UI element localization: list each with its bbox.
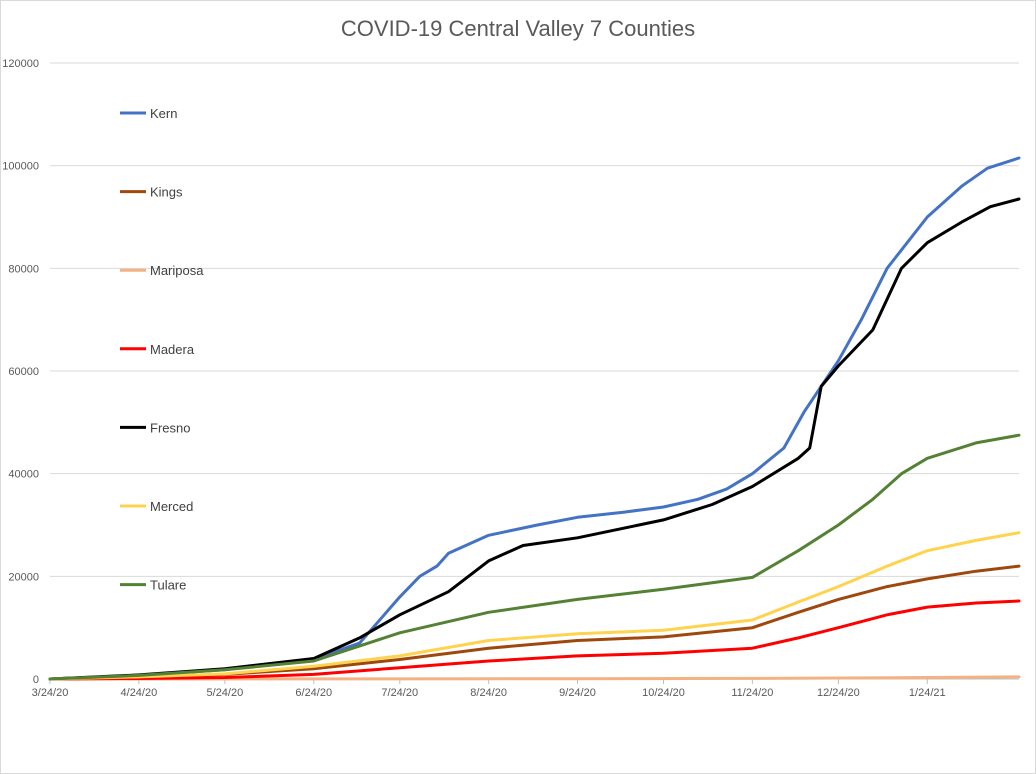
series-line-kings [48, 564, 1021, 681]
chart-title: COVID-19 Central Valley 7 Counties [341, 16, 695, 41]
y-tick-label: 100000 [2, 161, 39, 173]
series-line-mariposa [48, 675, 1021, 681]
y-tick-label: 40000 [8, 469, 39, 481]
x-tick-label: 3/24/20 [32, 687, 69, 699]
x-tick-label: 8/24/20 [470, 687, 507, 699]
x-tick-label: 9/24/20 [559, 687, 596, 699]
legend-label-merced: Merced [150, 499, 193, 514]
y-tick-label: 120000 [2, 58, 39, 70]
legend-label-madera: Madera [150, 342, 195, 357]
x-tick-label: 1/24/21 [909, 687, 946, 699]
x-tick-label: 10/24/20 [642, 687, 685, 699]
series-lines [48, 156, 1021, 681]
x-tick-label: 12/24/20 [817, 687, 860, 699]
x-tick-label: 7/24/20 [381, 687, 418, 699]
series-line-kern [48, 156, 1021, 681]
x-tick-label: 4/24/20 [121, 687, 158, 699]
series-line-fresno [48, 197, 1021, 681]
y-tick-label: 80000 [8, 263, 39, 275]
x-tick-label: 11/24/20 [731, 687, 773, 699]
series-line-madera [48, 599, 1021, 681]
legend-label-mariposa: Mariposa [150, 263, 204, 278]
legend-label-fresno: Fresno [150, 420, 190, 435]
y-tick-label: 0 [33, 674, 39, 686]
axes: 0 20000 40000 60000 80000 100000 120000 3/24/20… [2, 58, 1019, 699]
x-tick-label: 6/24/20 [295, 687, 332, 699]
series-line-tulare [48, 433, 1021, 681]
x-tick-label: 5/24/20 [207, 687, 244, 699]
legend-label-tulare: Tulare [150, 578, 186, 593]
y-tick-label: 60000 [8, 366, 39, 378]
legend-label-kings: Kings [150, 185, 183, 200]
legend: Kern Kings Mariposa Madera Fresno Merced Tular… [120, 106, 204, 593]
series-line-merced [48, 531, 1021, 681]
legend-label-kern: Kern [150, 106, 177, 121]
gridlines [50, 62, 1019, 577]
y-tick-label: 20000 [8, 571, 39, 583]
